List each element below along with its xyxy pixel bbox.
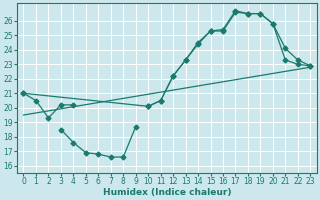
X-axis label: Humidex (Indice chaleur): Humidex (Indice chaleur) xyxy=(103,188,231,197)
